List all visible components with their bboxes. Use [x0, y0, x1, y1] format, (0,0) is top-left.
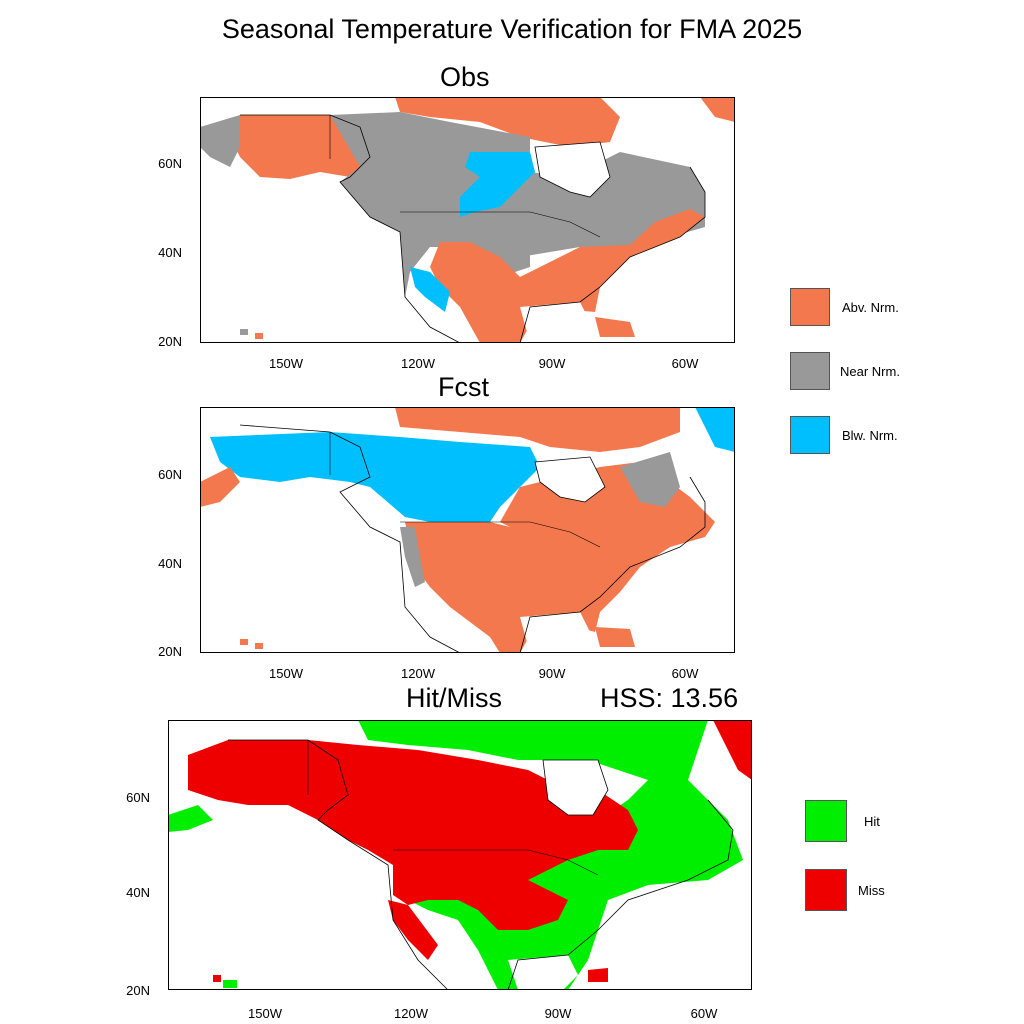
legend-swatch-near-normal — [790, 352, 830, 390]
fcst-lon-label-150w: 150W — [269, 666, 303, 681]
figure-title: Seasonal Temperature Verification for FM… — [221, 14, 803, 44]
legend-label-hit: Hit — [864, 814, 880, 829]
legend-swatch-hit — [805, 800, 847, 842]
fcst-map — [200, 407, 735, 653]
obs-lon-label-150w: 150W — [269, 356, 303, 371]
legend-swatch-miss — [805, 869, 847, 911]
obs-lon-label-90w: 90W — [538, 356, 566, 371]
obs-map — [200, 97, 735, 343]
hitmiss-lat-label-20n: 20N — [126, 983, 150, 998]
hss-score: HSS: 13.56 — [600, 683, 739, 713]
legend-swatch-below-normal — [790, 416, 830, 454]
fcst-lat-label-20n: 20N — [158, 644, 182, 659]
hitmiss-lon-label-120w: 120W — [394, 1006, 428, 1021]
obs-panel-title: Obs — [440, 62, 490, 92]
hitmiss-lon-label-60w: 60W — [690, 1006, 718, 1021]
hitmiss-map — [168, 720, 752, 990]
obs-lat-label-60n: 60N — [158, 156, 182, 171]
legend-swatch-above-normal — [790, 288, 830, 326]
hitmiss-lat-label-40n: 40N — [126, 885, 150, 900]
hitmiss-panel-title: Hit/Miss — [406, 683, 502, 713]
hitmiss-lat-label-60n: 60N — [126, 790, 150, 805]
fcst-lon-label-60w: 60W — [671, 666, 699, 681]
fcst-lat-label-40n: 40N — [158, 556, 182, 571]
legend-label-near-normal: Near Nrm. — [840, 364, 900, 379]
legend-label-below-normal: Blw. Nrm. — [842, 428, 898, 443]
legend-label-miss: Miss — [858, 883, 885, 898]
fcst-lon-label-90w: 90W — [538, 666, 566, 681]
obs-lon-label-120w: 120W — [401, 356, 435, 371]
fcst-panel-title: Fcst — [438, 372, 489, 402]
obs-lat-label-40n: 40N — [158, 245, 182, 260]
fcst-lat-label-60n: 60N — [158, 467, 182, 482]
obs-lat-label-20n: 20N — [158, 334, 182, 349]
obs-lon-label-60w: 60W — [671, 356, 699, 371]
legend-label-above-normal: Abv. Nrm. — [842, 300, 899, 315]
hitmiss-lon-label-90w: 90W — [544, 1006, 572, 1021]
hitmiss-lon-label-150w: 150W — [248, 1006, 282, 1021]
fcst-lon-label-120w: 120W — [401, 666, 435, 681]
